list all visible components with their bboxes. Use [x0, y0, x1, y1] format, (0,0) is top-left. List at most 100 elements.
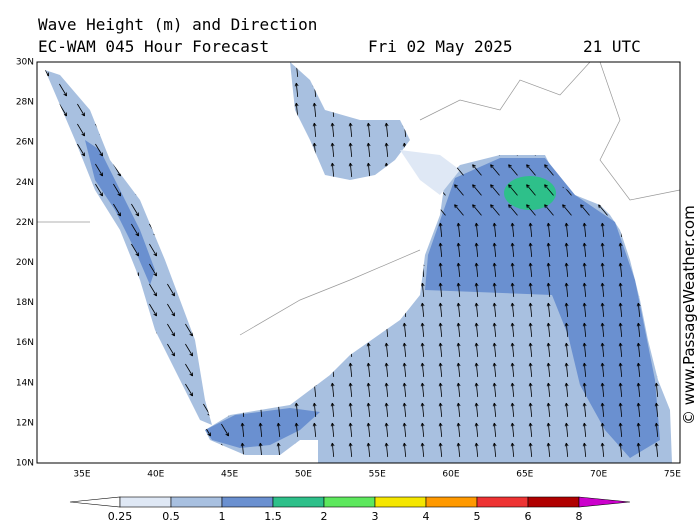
- arrow: [472, 164, 482, 176]
- arrow: [582, 242, 587, 258]
- title: Wave Height (m) and Direction: [38, 15, 317, 34]
- date: Fri 02 May 2025: [368, 37, 513, 56]
- arrow: [618, 282, 623, 298]
- arrow: [59, 103, 68, 117]
- arrow: [438, 262, 443, 278]
- arrow: [490, 204, 500, 216]
- arrow: [474, 442, 479, 458]
- lat-label: 20N: [16, 258, 34, 268]
- legend-swatch: [221, 496, 274, 508]
- arrow: [438, 342, 443, 358]
- lon-label: 40E: [147, 470, 164, 480]
- arrow: [348, 422, 353, 438]
- arrow: [438, 382, 443, 398]
- arrow: [600, 442, 605, 458]
- arrow: [384, 422, 389, 438]
- arrow: [600, 342, 605, 358]
- arrow: [240, 422, 245, 438]
- arrow: [600, 302, 605, 318]
- arrow: [636, 442, 641, 458]
- arrow: [456, 422, 461, 438]
- legend: 0.25 0.5 1 1.5 2 3 4 5 6 8: [69, 496, 631, 523]
- arrow: [167, 323, 176, 337]
- arrow: [600, 242, 605, 258]
- arrow: [420, 362, 425, 378]
- lat-label: 30N: [16, 58, 34, 68]
- arrow: [167, 283, 176, 297]
- lat-labels: 30N 28N 26N 24N 22N 20N 18N 16N 14N 12N 10N: [16, 58, 34, 469]
- arrow: [474, 422, 479, 438]
- legend-low: [69, 496, 121, 508]
- arrow: [546, 442, 551, 458]
- arrow: [618, 342, 623, 358]
- arrow: [131, 203, 140, 217]
- arrow: [438, 422, 443, 438]
- arrow: [544, 204, 554, 216]
- arrow: [456, 402, 461, 418]
- arrow: [564, 302, 569, 318]
- legend-swatch: [119, 496, 172, 508]
- arrow: [528, 242, 533, 258]
- arrow: [654, 382, 659, 398]
- arrow: [546, 402, 551, 418]
- arrow: [492, 322, 497, 338]
- lat-label: 18N: [16, 298, 34, 308]
- arrow: [490, 164, 500, 176]
- lat-label: 14N: [16, 378, 34, 388]
- arrow: [454, 204, 464, 216]
- legend-label: 4: [423, 510, 430, 523]
- arrow: [546, 282, 551, 298]
- arrow: [528, 222, 533, 238]
- borders: [37, 61, 681, 336]
- arrow: [456, 302, 461, 318]
- arrow: [113, 203, 122, 217]
- arrow: [312, 102, 317, 118]
- arrow: [258, 422, 263, 438]
- arrow: [366, 162, 371, 178]
- arrow: [618, 402, 623, 418]
- arrow: [492, 382, 497, 398]
- arrow: [366, 402, 371, 418]
- arrow: [402, 442, 407, 458]
- arrow: [456, 442, 461, 458]
- arrow: [510, 302, 515, 318]
- arrow: [510, 342, 515, 358]
- arrow: [185, 323, 194, 337]
- arrow: [636, 342, 641, 358]
- arrow: [526, 184, 536, 196]
- arrow: [528, 362, 533, 378]
- arrow: [526, 204, 536, 216]
- arrow: [510, 322, 515, 338]
- arrow: [149, 263, 158, 277]
- arrow: [402, 382, 407, 398]
- lat-label: 28N: [16, 98, 34, 108]
- arrow: [510, 362, 515, 378]
- arrow: [420, 402, 425, 418]
- arrow: [59, 83, 68, 97]
- arrow: [456, 222, 461, 238]
- arrow: [474, 242, 479, 258]
- map: [36, 61, 681, 464]
- arrow: [420, 322, 425, 338]
- arrow: [564, 282, 569, 298]
- lon-label: 45E: [221, 470, 238, 480]
- arrow: [474, 342, 479, 358]
- arrow: [167, 343, 176, 357]
- arrow: [492, 362, 497, 378]
- gulf-of-aden-zone: [205, 408, 320, 448]
- arrow: [582, 342, 587, 358]
- arrow: [510, 422, 515, 438]
- lat-label: 24N: [16, 178, 34, 188]
- arrow: [490, 184, 500, 196]
- arrow: [330, 402, 335, 418]
- subtitle: EC-WAM 045 Hour Forecast: [38, 37, 269, 56]
- arrow: [474, 382, 479, 398]
- arrow: [454, 184, 464, 196]
- arrow: [330, 442, 335, 458]
- arrow: [600, 262, 605, 278]
- arrow: [618, 262, 623, 278]
- arrow: [131, 243, 140, 257]
- legend-swatch: [170, 496, 223, 508]
- arrow: [618, 422, 623, 438]
- lon-label: 65E: [516, 470, 533, 480]
